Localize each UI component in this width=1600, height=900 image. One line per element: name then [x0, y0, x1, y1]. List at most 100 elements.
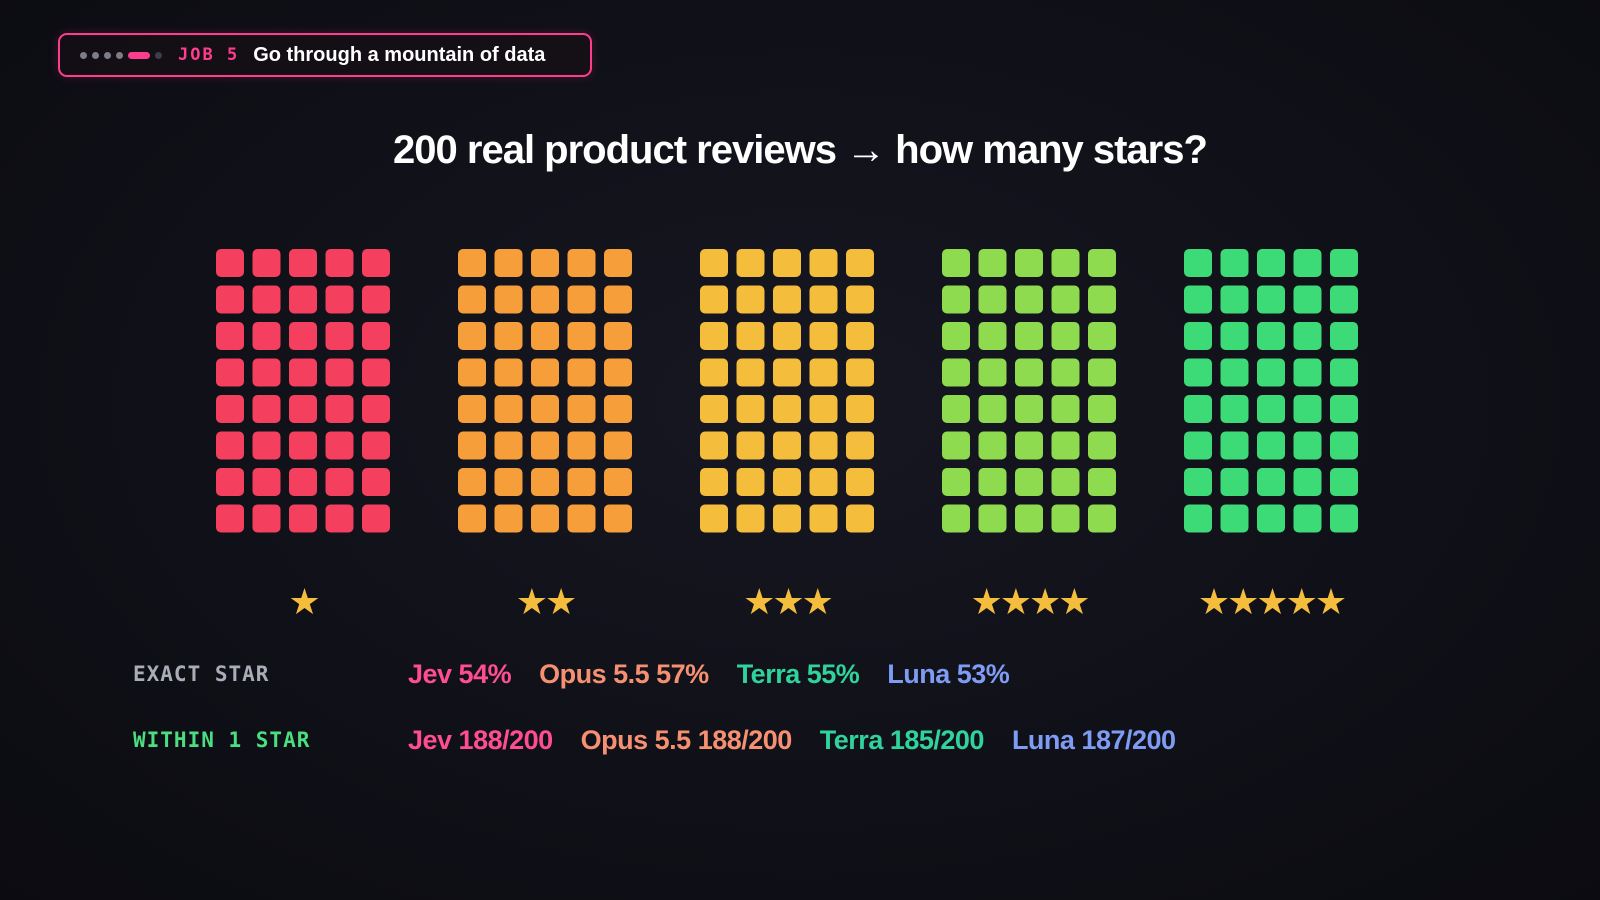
progress-dot — [155, 51, 162, 59]
review-cell — [978, 358, 1007, 387]
review-cell — [362, 431, 390, 460]
review-cell — [604, 504, 632, 533]
review-cell — [978, 322, 1007, 350]
review-cell — [1257, 285, 1285, 314]
review-cell — [494, 504, 523, 533]
review-cell — [1184, 504, 1212, 533]
review-cell — [809, 468, 838, 496]
review-cell — [846, 468, 874, 496]
review-cell — [1257, 504, 1285, 533]
review-cell — [289, 322, 317, 350]
review-cell — [1015, 285, 1043, 314]
review-cell — [458, 468, 486, 496]
review-cell — [252, 358, 281, 387]
review-cell — [978, 504, 1007, 533]
review-cell — [325, 358, 354, 387]
review-cell — [1257, 431, 1285, 460]
review-cell — [1184, 358, 1212, 387]
review-cell — [1015, 504, 1043, 533]
review-cell — [1293, 431, 1322, 460]
review-cell — [1330, 358, 1358, 387]
review-cell — [494, 431, 523, 460]
review-cell — [252, 249, 281, 277]
review-cell — [1293, 285, 1322, 314]
review-cell — [325, 504, 354, 533]
review-cell — [531, 358, 559, 387]
job-badge: JOB 5 Go through a mountain of data — [58, 33, 592, 77]
review-cell — [1220, 468, 1249, 496]
review-cell — [942, 468, 970, 496]
review-cell — [289, 285, 317, 314]
review-cell — [362, 468, 390, 496]
waffle-group-3-star — [700, 249, 874, 533]
review-cell — [1051, 504, 1080, 533]
review-cell — [700, 358, 728, 387]
progress-dot — [92, 51, 99, 59]
star-rating-label: ★★★★★ — [1198, 582, 1345, 623]
review-cell — [1293, 504, 1322, 533]
model-score: Opus 5.5 57% — [539, 659, 709, 689]
review-cell — [252, 504, 281, 533]
review-cell — [942, 285, 970, 314]
review-cell — [736, 468, 765, 496]
progress-dot — [80, 51, 87, 59]
review-cell — [1051, 285, 1080, 314]
review-cell — [1051, 358, 1080, 387]
model-score: Terra 55% — [736, 659, 860, 689]
review-cell — [604, 468, 632, 496]
star-rating-label: ★★★★ — [970, 582, 1088, 623]
review-cell — [604, 358, 632, 387]
review-cell — [458, 358, 486, 387]
review-cell — [252, 395, 281, 423]
review-cell — [494, 468, 523, 496]
review-cell — [809, 285, 838, 314]
review-cell — [567, 249, 596, 277]
review-cell — [736, 249, 765, 277]
review-cell — [567, 468, 596, 496]
review-cell — [942, 395, 970, 423]
review-cell — [1088, 468, 1116, 496]
within-one-star-label: WITHIN 1 STAR — [133, 728, 311, 752]
review-cell — [1330, 504, 1358, 533]
star-rating-label: ★ — [288, 582, 318, 623]
review-cell — [531, 249, 559, 277]
review-cell — [1220, 285, 1249, 314]
review-cell — [700, 249, 728, 277]
review-cell — [773, 395, 801, 423]
model-score: Jev 188/200 — [408, 725, 553, 755]
review-cell — [362, 249, 390, 277]
review-cell — [736, 395, 765, 423]
review-cell — [604, 395, 632, 423]
review-cell — [325, 249, 354, 277]
progress-dot — [116, 51, 123, 59]
review-cell — [531, 285, 559, 314]
review-cell — [252, 431, 281, 460]
review-cell — [1015, 322, 1043, 350]
review-cell — [289, 249, 317, 277]
review-cell — [1330, 285, 1358, 314]
review-cell — [531, 504, 559, 533]
review-cell — [809, 431, 838, 460]
progress-dot-active — [128, 51, 150, 59]
review-cell — [736, 504, 765, 533]
review-cell — [289, 431, 317, 460]
review-cell — [567, 322, 596, 350]
progress-dots — [80, 51, 162, 59]
review-cell — [458, 395, 486, 423]
review-cell — [809, 395, 838, 423]
review-cell — [458, 249, 486, 277]
review-cell — [531, 431, 559, 460]
review-cell — [1330, 322, 1358, 350]
review-cell — [362, 504, 390, 533]
review-cell — [1330, 395, 1358, 423]
review-cell — [846, 322, 874, 350]
model-score: Terra 185/200 — [819, 725, 985, 755]
review-cell — [531, 395, 559, 423]
review-cell — [773, 249, 801, 277]
review-cell — [978, 431, 1007, 460]
review-cell — [846, 358, 874, 387]
page-title: 200 real product reviews → how many star… — [393, 128, 1208, 172]
review-cell — [325, 322, 354, 350]
review-cell — [1015, 468, 1043, 496]
